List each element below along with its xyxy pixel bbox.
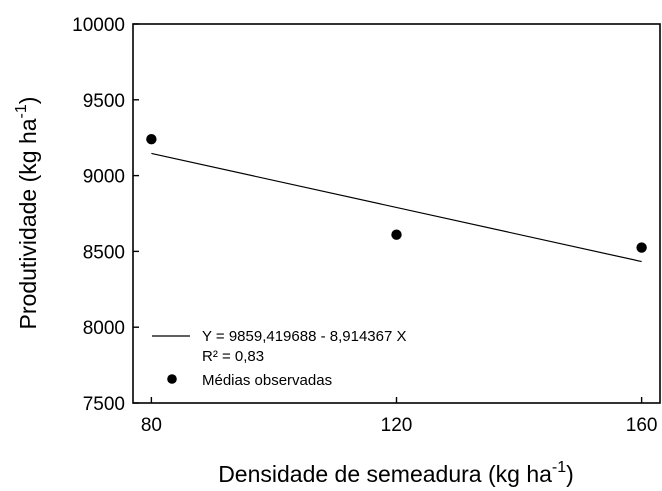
x-axis-ticks: 80 120 160 xyxy=(141,397,658,436)
y-tick-label: 9500 xyxy=(83,91,125,112)
x-axis-title: Densidade de semeadura (kg ha-1) xyxy=(218,459,574,487)
plot-frame xyxy=(132,23,661,404)
y-axis-title: Produtividade (kg ha-1) xyxy=(13,97,41,330)
regression-line xyxy=(151,152,642,263)
y-tick-label: 7500 xyxy=(83,394,125,415)
x-tick-label: 160 xyxy=(626,415,658,436)
legend-equation: Y = 9859,419688 - 8,914367 X xyxy=(202,328,407,345)
y-tick-label: 10000 xyxy=(72,15,125,36)
y-tick-label: 9000 xyxy=(83,167,125,188)
y-tick-label: 8500 xyxy=(83,242,125,263)
x-tick-label: 120 xyxy=(381,415,413,436)
data-point xyxy=(146,134,157,145)
legend-r-squared: R² = 0,83 xyxy=(202,348,264,365)
data-points xyxy=(146,134,647,253)
y-tick-label: 8000 xyxy=(83,318,125,339)
y-axis-ticks: 7500 8000 8500 9000 9500 10000 xyxy=(72,15,139,415)
legend: Y = 9859,419688 - 8,914367 X R² = 0,83 M… xyxy=(152,328,407,389)
data-point xyxy=(391,229,402,240)
legend-marker xyxy=(167,374,177,384)
data-point xyxy=(636,242,647,253)
x-tick-label: 80 xyxy=(141,415,162,436)
legend-observed-means: Médias observadas xyxy=(202,372,332,389)
